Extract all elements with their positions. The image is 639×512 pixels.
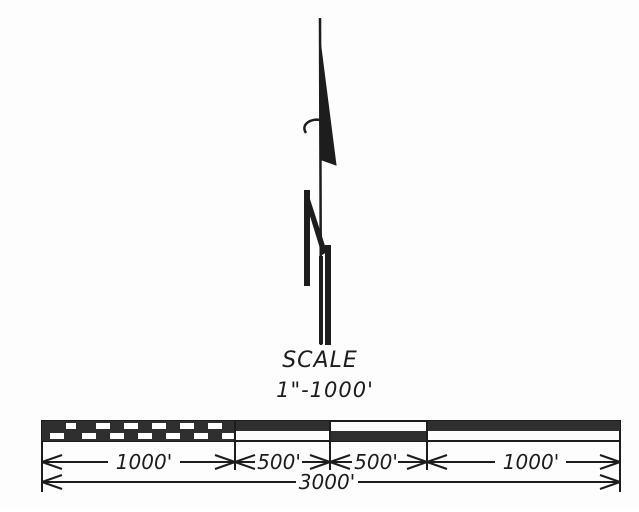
scale-bar-section-3: [330, 431, 427, 441]
north-letter-n: [304, 190, 331, 345]
scale-bar-section-4: [427, 421, 620, 431]
scale-ratio: 1"-1000': [276, 378, 374, 402]
dimension-label-1000-left: 1000': [116, 450, 172, 474]
dimension-label-500-first: 500': [257, 450, 301, 474]
scale-bar: [41, 420, 621, 442]
north-arrow-head: [319, 39, 337, 166]
scale-title: SCALE: [282, 348, 358, 373]
dimension-label-1000-right: 1000': [503, 450, 559, 474]
dimension-label-total: 3000': [299, 470, 355, 494]
dimension-lines: [41, 441, 621, 492]
north-arrow: [303, 17, 337, 346]
scale-bar-checkered-section: [42, 421, 235, 441]
dimension-label-500-second: 500': [354, 450, 398, 474]
north-arrow-hook: [303, 118, 321, 134]
scale-bar-section-2: [235, 421, 330, 431]
